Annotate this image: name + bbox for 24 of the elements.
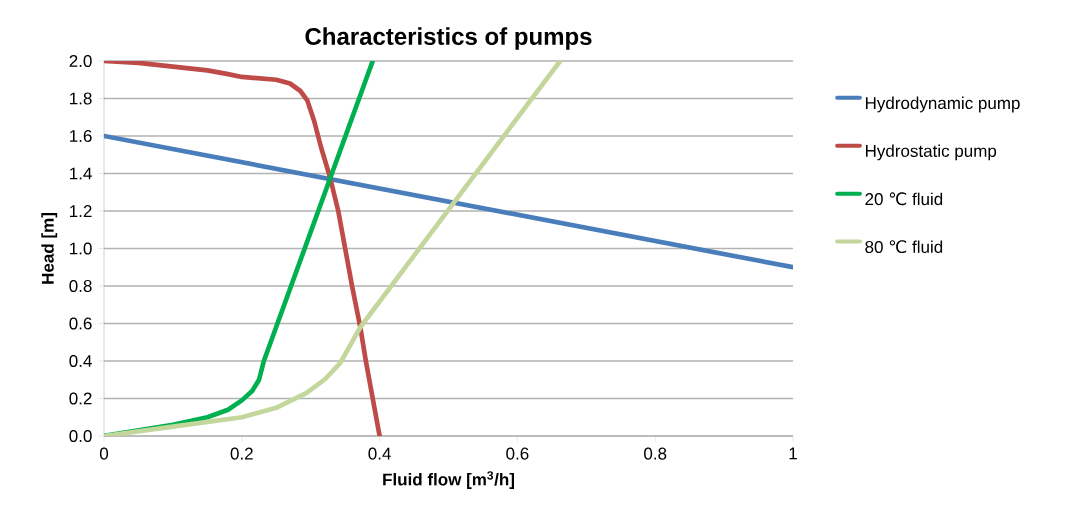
x-tick-label: 0.2: [230, 447, 253, 460]
y-tick-label: 0.0: [69, 429, 92, 443]
y-axis-title: Head [m]: [41, 213, 58, 284]
y-tick-label: 0.2: [69, 392, 92, 405]
y-tick-label: 1.8: [70, 92, 92, 105]
y-tick-label: 1.2: [70, 205, 92, 217]
y-tick-label: 0.6: [69, 317, 92, 330]
y-tick-label: 0.8: [69, 279, 92, 293]
legend-label: 20 ℃ fluid: [865, 192, 943, 206]
y-tick-label: 1.6: [70, 129, 92, 143]
y-tick-label: 0.4: [69, 354, 92, 368]
legend-label: 80 ℃ fluid: [865, 240, 943, 254]
chart-title: Characteristics of pumps: [305, 27, 592, 50]
y-tick-label: 1.0: [70, 242, 92, 255]
y-tick-label: 2.0: [69, 54, 92, 68]
x-axis-title: Fluid flow [m$^{3}$/h]: [383, 471, 514, 489]
x-tick-label: 0.6: [506, 447, 529, 460]
legend-label: Hydrodynamic pump: [865, 96, 1020, 113]
x-tick-label: 0.8: [644, 447, 667, 460]
legend-label: Hydrostatic pump: [865, 144, 997, 161]
x-tick-label: 0.4: [368, 447, 391, 460]
y-tick-label: 1.4: [70, 167, 92, 180]
x-tick-label: 1: [789, 447, 797, 460]
x-tick-label: 0: [99, 447, 109, 460]
